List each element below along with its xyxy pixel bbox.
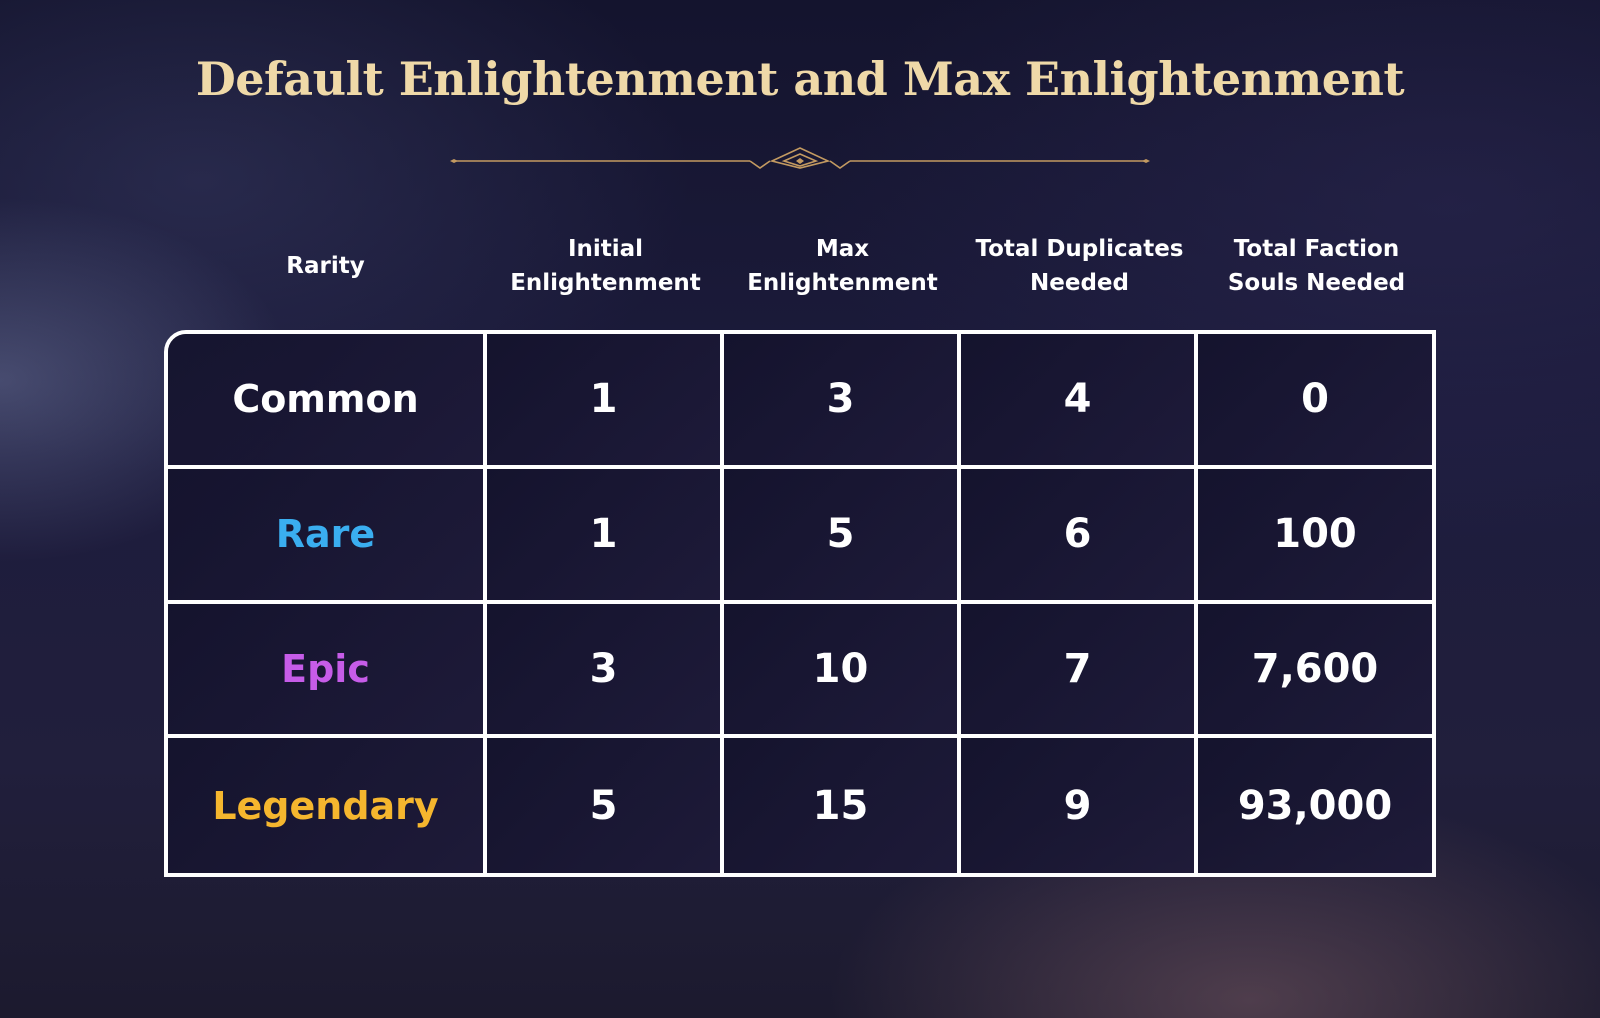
table-cell: 1	[487, 468, 724, 604]
table-cell: 100	[1198, 468, 1432, 604]
table-cell: 9	[961, 738, 1198, 873]
page-title: Default Enlightenment and Max Enlightenm…	[195, 52, 1405, 106]
table-cell: 1	[487, 334, 724, 469]
table-cell: 3	[724, 334, 961, 469]
table-header-row: Rarity Initial Enlightenment Max Enlight…	[164, 228, 1436, 304]
title-divider-ornament	[450, 147, 1150, 169]
table-cell: 5	[487, 738, 724, 873]
header-total-faction-souls-needed: Total Faction Souls Needed	[1227, 236, 1406, 296]
table-cell: 15	[724, 738, 961, 873]
table-cell: 10	[724, 603, 961, 739]
header-initial-enlightenment: Initial Enlightenment	[510, 236, 701, 296]
header-rarity: Rarity	[286, 253, 365, 279]
table-cell: 3	[487, 603, 724, 739]
header-total-duplicates-needed: Total Duplicates Needed	[975, 236, 1184, 296]
rarity-cell-legendary: Legendary	[168, 738, 487, 873]
table-cell: 93,000	[1198, 738, 1432, 873]
table-cell: 7,600	[1198, 603, 1432, 739]
table-cell: 6	[961, 468, 1198, 604]
table-cell: 5	[724, 468, 961, 604]
enlightenment-table: Common 1 3 4 0 Rare 1 5 6 100 Epic 3 10 …	[164, 330, 1436, 877]
table-cell: 4	[961, 334, 1198, 469]
rarity-cell-common: Common	[168, 334, 487, 469]
table-cell: 7	[961, 603, 1198, 739]
rarity-cell-epic: Epic	[168, 603, 487, 739]
table-cell: 0	[1198, 334, 1432, 469]
rarity-cell-rare: Rare	[168, 468, 487, 604]
header-max-enlightenment: Max Enlightenment	[747, 236, 938, 296]
